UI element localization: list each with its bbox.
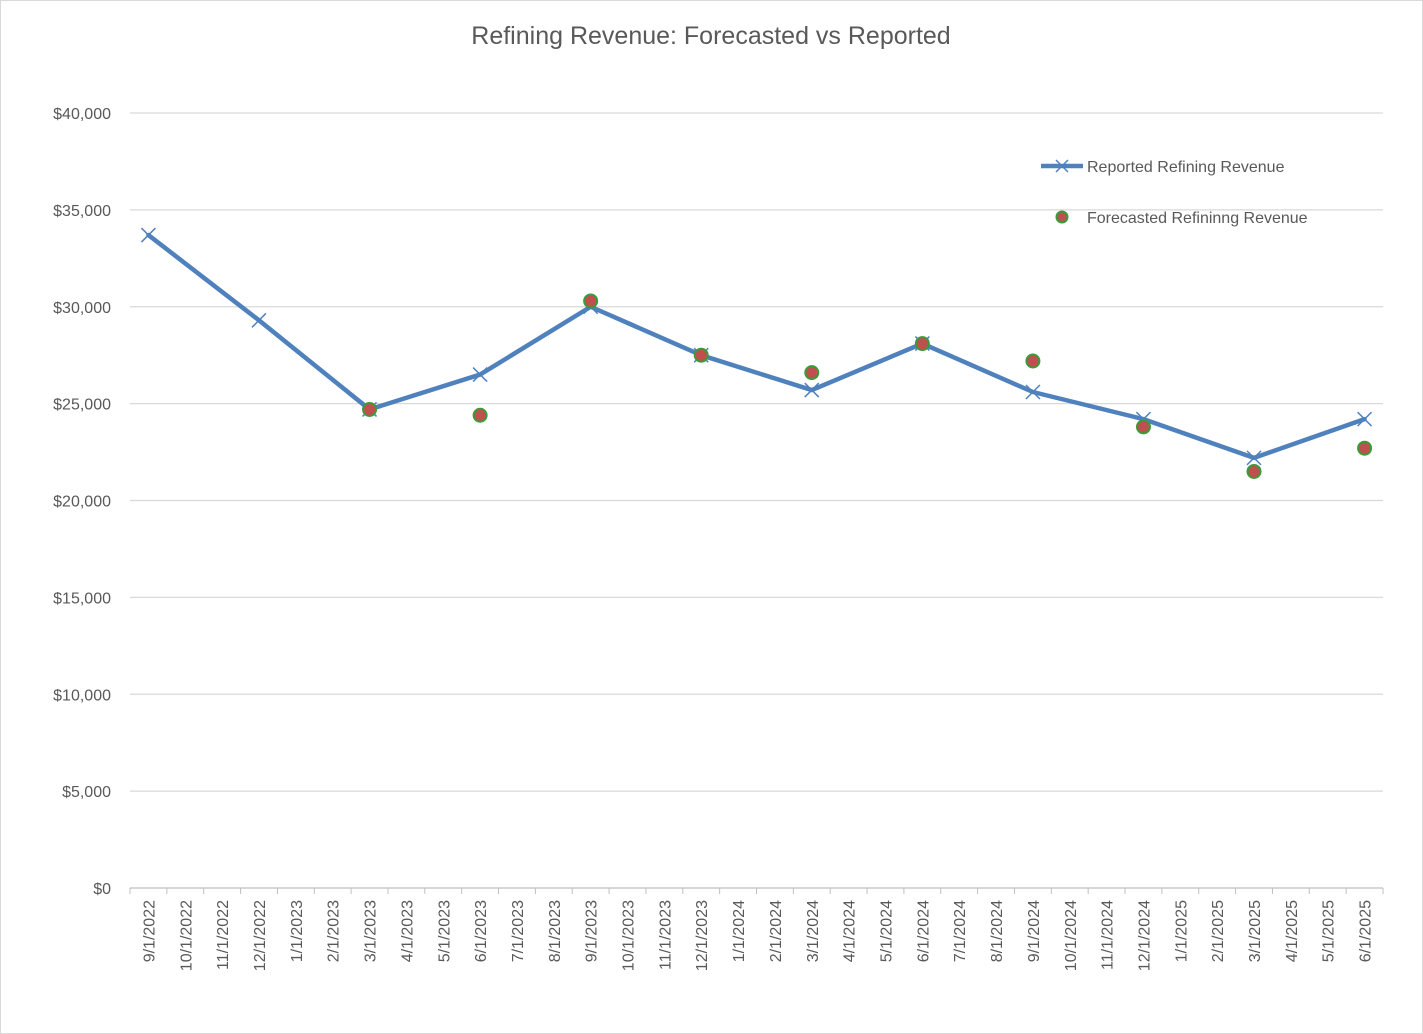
x-marker-stroke (804, 382, 820, 398)
legend-reported-marker (1055, 159, 1069, 173)
forecasted-revenue-point (583, 293, 599, 309)
x-tick-label: 6/1/2025 (1358, 900, 1375, 962)
x-tick-label: 5/1/2024 (878, 900, 895, 962)
y-tick-label: $10,000 (53, 687, 111, 704)
legend-forecasted-marker (1055, 210, 1069, 224)
x-tick-label: 1/1/2023 (289, 900, 306, 962)
x-tick-label: 1/1/2024 (731, 900, 748, 962)
x-tick-label: 10/1/2022 (178, 900, 195, 971)
x-marker-stroke (251, 312, 267, 328)
x-tick-label: 11/1/2024 (1100, 900, 1117, 970)
x-tick-label: 3/1/2024 (805, 900, 822, 962)
x-marker-stroke (1055, 159, 1069, 173)
x-tick-label: 5/1/2025 (1321, 900, 1338, 962)
y-tick-label: $35,000 (53, 203, 111, 220)
forecasted-revenue-point (1246, 463, 1262, 479)
x-tick-label: 10/1/2024 (1063, 900, 1080, 971)
y-tick-label: $5,000 (62, 784, 111, 801)
x-tick-label: 3/1/2023 (363, 900, 380, 962)
x-tick-label: 1/1/2025 (1173, 900, 1190, 962)
forecasted-revenue-point (804, 365, 820, 381)
x-tick-label: 4/1/2023 (399, 900, 416, 962)
x-marker-stroke (1246, 450, 1262, 466)
x-tick-label: 6/1/2023 (473, 900, 490, 962)
x-tick-label: 7/1/2023 (510, 900, 527, 962)
legend-forecasted-label: Forecasted Refininng Revenue (1087, 210, 1308, 227)
y-tick-label: $0 (93, 881, 111, 898)
reported-revenue-point (1025, 384, 1041, 400)
y-tick-label: $40,000 (53, 106, 111, 123)
x-tick-label: 9/1/2024 (1026, 900, 1043, 962)
x-axis: 9/1/2022 10/1/2022 11/1/2022 12/1/2022 1/1/2… (129, 887, 1384, 971)
legend: Reported Refining Revenue Forecasted Refi… (1041, 159, 1308, 227)
x-tick-label: 3/1/2025 (1247, 900, 1264, 962)
x-tick-label: 12/1/2023 (694, 900, 711, 971)
x-tick-label: 8/1/2024 (989, 900, 1006, 962)
x-tick-label: 2/1/2025 (1210, 900, 1227, 962)
x-tick-label: 9/1/2023 (584, 900, 601, 962)
forecasted-revenue-point (693, 347, 709, 363)
x-tick-label: 11/1/2022 (215, 900, 232, 970)
forecasted-revenue-point (472, 407, 488, 423)
x-tick-label: 9/1/2022 (141, 900, 158, 962)
forecasted-revenue-point (1025, 353, 1041, 369)
x-tick-label: 10/1/2023 (621, 900, 638, 971)
x-marker-stroke (1025, 384, 1041, 400)
reported-revenue-point (1357, 411, 1373, 427)
series-layer (140, 227, 1373, 479)
reported-revenue-point (804, 382, 820, 398)
x-tick-label: 2/1/2024 (768, 900, 785, 962)
x-tick-label: 4/1/2024 (842, 900, 859, 962)
x-tick-label: 12/1/2022 (252, 900, 269, 971)
reported-revenue-point (1246, 450, 1262, 466)
gridlines (130, 112, 1383, 792)
y-tick-label: $20,000 (53, 494, 111, 511)
x-tick-label: 12/1/2024 (1136, 900, 1153, 971)
x-tick-label: 8/1/2023 (547, 900, 564, 962)
reported-revenue-point (140, 227, 156, 243)
forecasted-revenue-point (362, 401, 378, 417)
x-marker-stroke (1357, 411, 1373, 427)
forecasted-revenue-point (1357, 440, 1373, 456)
legend-reported-label: Reported Refining Revenue (1087, 159, 1285, 176)
y-tick-label: $30,000 (53, 300, 111, 317)
forecasted-revenue-point (914, 336, 930, 352)
x-tick-label: 6/1/2024 (915, 900, 932, 962)
x-tick-label: 2/1/2023 (326, 900, 343, 962)
x-tick-label: 11/1/2023 (657, 900, 674, 970)
reported-revenue-line (146, 232, 1367, 461)
y-tick-label: $25,000 (53, 397, 111, 414)
reported-revenue-point (251, 312, 267, 328)
x-marker-stroke (140, 227, 156, 243)
forecasted-revenue-point (1135, 419, 1151, 435)
x-marker-stroke (472, 367, 488, 383)
x-tick-label: 5/1/2023 (436, 900, 453, 962)
x-tick-label: 7/1/2024 (952, 900, 969, 962)
reported-revenue-point (472, 367, 488, 383)
x-tick-label: 4/1/2025 (1284, 900, 1301, 962)
y-axis-ticks: $0 $5,000 $10,000 $15,000 $20,000 $25,000 $30,… (53, 106, 111, 898)
chart-title: Refining Revenue: Forecasted vs Reported (471, 22, 950, 50)
y-tick-label: $15,000 (53, 590, 111, 607)
